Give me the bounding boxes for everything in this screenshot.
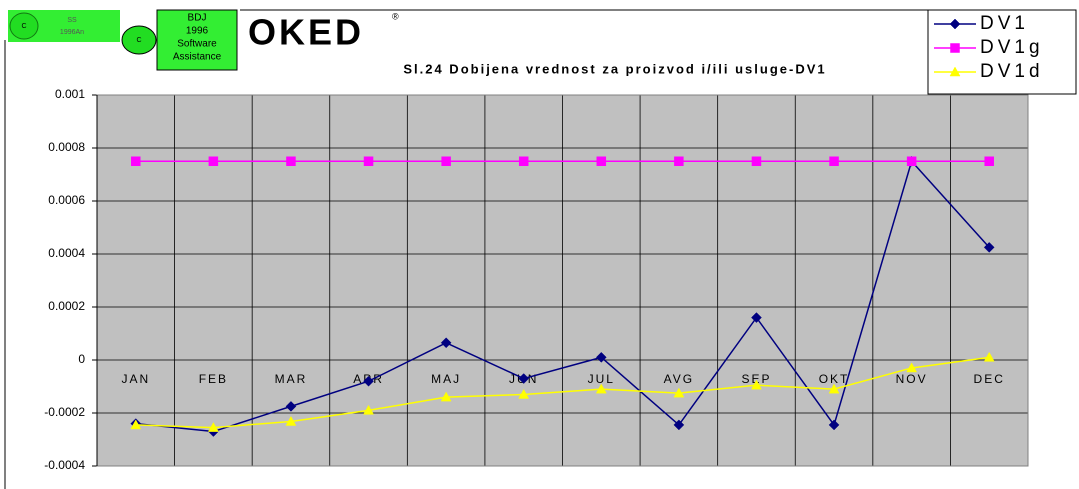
marker	[595, 383, 607, 394]
marker	[751, 312, 762, 323]
logo-badge: C SS 1996An C BDJ 1996 Software Assistan…	[8, 9, 399, 71]
marker	[828, 383, 840, 394]
bdj-box	[156, 9, 238, 71]
marker	[751, 156, 762, 166]
marker	[949, 66, 961, 77]
marker	[673, 419, 685, 431]
marker	[984, 156, 994, 166]
marker	[131, 156, 141, 166]
marker	[363, 375, 374, 387]
badge-text: SS	[67, 17, 77, 24]
marker	[285, 415, 297, 426]
marker	[595, 351, 607, 363]
brand-logo: OKED	[248, 12, 364, 53]
marker	[363, 404, 374, 415]
y-tick-label: 0	[78, 352, 85, 366]
marker	[285, 401, 297, 412]
marker	[518, 156, 529, 166]
x-tick-label: DEC	[974, 372, 1005, 386]
badge-circle	[121, 25, 157, 55]
marker	[906, 156, 917, 166]
badge-circle	[9, 12, 39, 40]
y-tick-label: -0.0002	[44, 405, 85, 419]
x-tick-label: FEB	[199, 372, 228, 386]
marker	[518, 388, 530, 399]
x-tick-label: AVG	[664, 372, 694, 386]
y-tick-label: -0.0004	[44, 458, 85, 472]
badge-text: C	[21, 23, 26, 30]
marker	[208, 156, 219, 166]
badge-text: 1996An	[60, 29, 84, 36]
legend-label: DV1d	[980, 61, 1044, 82]
y-tick-label: 0.001	[55, 87, 85, 101]
x-tick-label: SEP	[741, 372, 771, 386]
badge-text: C	[136, 37, 141, 44]
x-tick-label: MAJ	[431, 372, 461, 386]
y-tick-label: 0.0008	[48, 140, 85, 154]
y-tick-label: 0.0004	[48, 246, 85, 260]
bdj-text: BDJ	[188, 13, 207, 24]
marker	[363, 156, 374, 166]
series-line	[135, 356, 990, 429]
marker	[440, 391, 452, 402]
series-line	[135, 159, 990, 433]
marker	[286, 156, 296, 166]
bdj-text: 1996	[186, 26, 209, 37]
x-tick-label: JAN	[121, 372, 150, 386]
marker	[596, 156, 607, 166]
x-tick-label: JUL	[588, 372, 615, 386]
marker	[130, 419, 142, 430]
chart-title: Sl.24 Dobijena vrednost za proizvod i/il…	[403, 61, 826, 76]
marker	[983, 242, 995, 253]
bdj-text: Software	[177, 39, 217, 50]
registered-mark: ®	[392, 11, 399, 21]
marker	[518, 373, 530, 384]
legend-label: DV1g	[980, 37, 1044, 58]
marker	[828, 419, 840, 431]
marker	[207, 422, 219, 432]
marker	[983, 351, 995, 362]
bdj-text: Assistance	[173, 52, 222, 63]
y-tick-label: 0.0006	[48, 193, 85, 207]
marker	[949, 18, 961, 30]
marker	[673, 387, 685, 398]
marker	[829, 156, 839, 166]
x-tick-label: OKT	[819, 372, 850, 386]
marker	[950, 43, 960, 53]
marker	[751, 379, 762, 390]
marker	[674, 156, 684, 166]
legend-label: DV1	[980, 13, 1029, 34]
marker	[441, 156, 451, 166]
marker	[440, 337, 452, 349]
x-tick-label: NOV	[896, 372, 928, 386]
y-tick-label: 0.0002	[48, 299, 85, 313]
x-tick-label: MAR	[275, 372, 308, 386]
marker	[906, 362, 918, 373]
